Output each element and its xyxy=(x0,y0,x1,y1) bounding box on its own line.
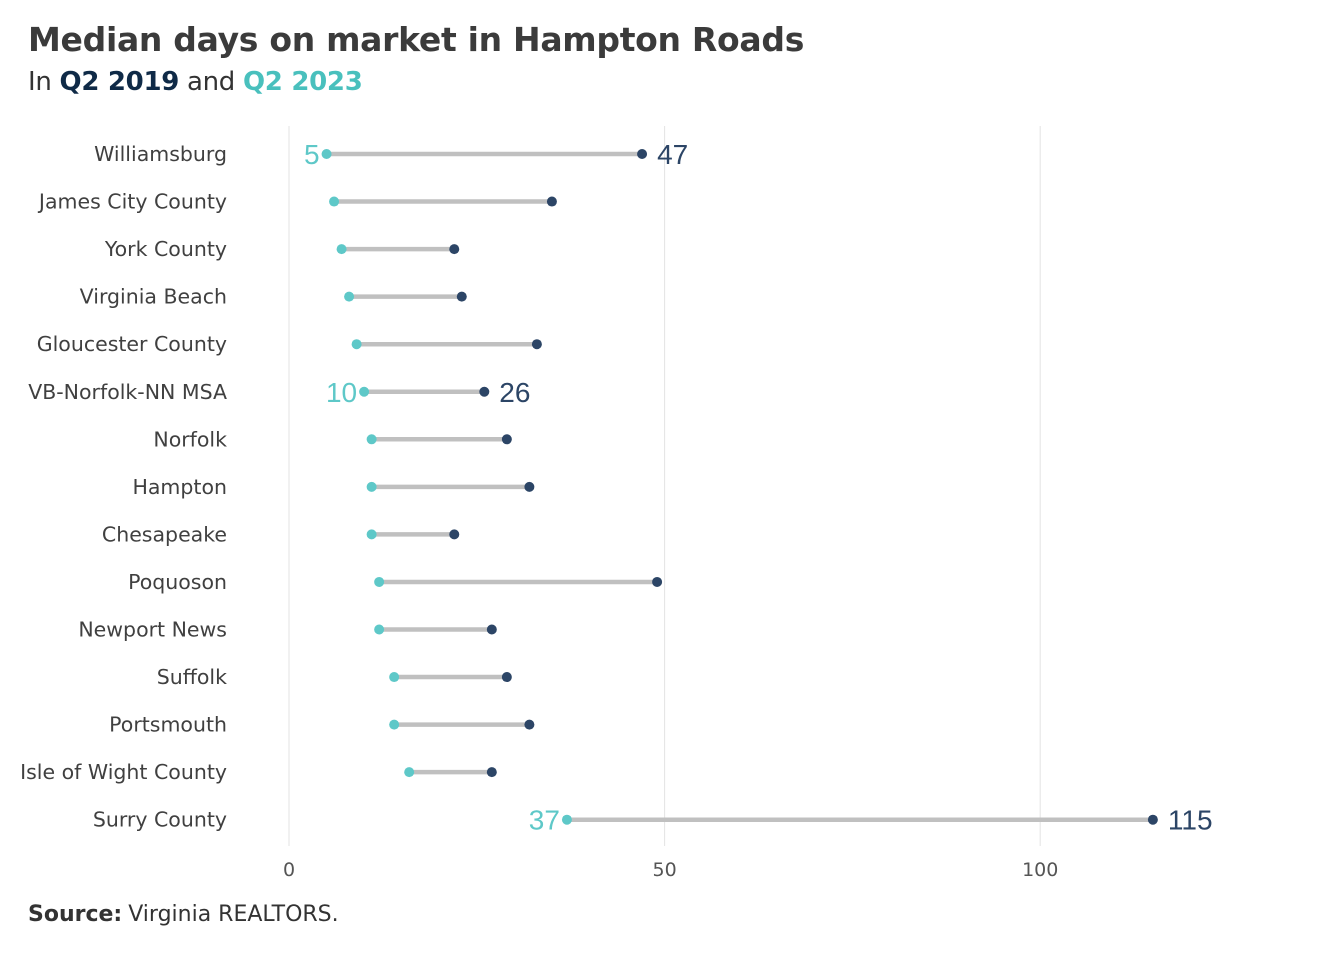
grid-layer xyxy=(288,126,1041,846)
category-label-york-county: York County xyxy=(104,237,227,261)
point-q2-2019-suffolk xyxy=(501,672,512,683)
point-q2-2023-isle-of-wight-county xyxy=(404,767,415,778)
point-q2-2023-portsmouth xyxy=(389,719,400,730)
x-tick-label-50: 50 xyxy=(653,859,677,881)
value-labels: 5 47 10 26 37 115 xyxy=(304,139,1213,836)
point-q2-2023-vb-norfolk-nn-msa xyxy=(359,386,370,397)
point-q2-2019-norfolk xyxy=(501,434,512,445)
chart-title: Median days on market in Hampton Roads xyxy=(28,20,805,59)
subtitle-series-2023: Q2 2023 xyxy=(242,67,363,97)
point-q2-2019-surry-county xyxy=(1147,814,1158,825)
source-text: Virginia REALTORS. xyxy=(128,902,339,927)
x-tick-label-100: 100 xyxy=(1022,859,1058,881)
category-label-virginia-beach: Virginia Beach xyxy=(80,285,227,309)
category-label-chesapeake: Chesapeake xyxy=(102,522,227,546)
category-label-newport-news: Newport News xyxy=(78,618,227,642)
category-label-vb-norfolk-nn-msa: VB-Norfolk-NN MSA xyxy=(28,380,227,404)
data-points xyxy=(321,149,1158,825)
point-q2-2023-suffolk xyxy=(389,672,400,683)
subtitle-prefix: In xyxy=(28,67,52,97)
category-labels: Williamsburg James City County York County… xyxy=(20,142,227,832)
connector-lines xyxy=(326,151,1153,822)
point-q2-2023-james-city-county xyxy=(329,196,340,207)
point-q2-2019-portsmouth xyxy=(524,719,535,730)
category-label-surry-county: Surry County xyxy=(93,808,227,832)
point-q2-2019-hampton xyxy=(524,481,535,492)
category-label-poquoson: Poquoson xyxy=(128,570,227,594)
category-label-gloucester-county: Gloucester County xyxy=(37,332,227,356)
point-q2-2019-gloucester-county xyxy=(531,339,542,350)
point-q2-2023-gloucester-county xyxy=(351,339,362,350)
point-q2-2019-chesapeake xyxy=(449,529,460,540)
x-axis-ticks: 0 50 100 xyxy=(283,859,1058,881)
category-label-james-city-county: James City County xyxy=(37,190,227,214)
dumbbell-chart: Williamsburg James City County York County… xyxy=(20,126,1213,881)
chart-subtitle: In Q2 2019 and Q2 2023 xyxy=(28,67,363,97)
point-q2-2023-virginia-beach xyxy=(344,291,355,302)
value-label-q2-2023-surry-county: 37 xyxy=(529,805,560,836)
value-label-q2-2023-vb-norfolk-nn-msa: 10 xyxy=(326,377,357,408)
point-q2-2019-williamsburg xyxy=(637,149,648,159)
point-q2-2023-newport-news xyxy=(374,624,385,635)
source-note: Source: Virginia REALTORS. xyxy=(28,902,339,927)
point-q2-2023-chesapeake xyxy=(366,529,377,540)
point-q2-2019-virginia-beach xyxy=(456,291,467,302)
point-q2-2019-vb-norfolk-nn-msa xyxy=(479,386,490,397)
point-q2-2023-poquoson xyxy=(374,576,385,587)
point-q2-2023-norfolk xyxy=(366,434,377,445)
value-label-q2-2019-williamsburg: 47 xyxy=(657,139,688,170)
value-label-q2-2023-williamsburg: 5 xyxy=(304,139,320,170)
point-q2-2023-williamsburg xyxy=(321,149,332,159)
point-q2-2019-isle-of-wight-county xyxy=(486,767,497,778)
point-q2-2019-york-county xyxy=(449,244,460,255)
category-label-isle-of-wight-county: Isle of Wight County xyxy=(20,760,227,784)
point-q2-2019-poquoson xyxy=(652,576,663,587)
x-tick-label-0: 0 xyxy=(283,859,295,881)
value-label-q2-2019-vb-norfolk-nn-msa: 26 xyxy=(499,377,530,408)
value-label-q2-2019-surry-county: 115 xyxy=(1168,805,1213,836)
point-q2-2019-james-city-county xyxy=(546,196,557,207)
category-label-portsmouth: Portsmouth xyxy=(109,713,227,737)
point-q2-2023-hampton xyxy=(366,481,377,492)
point-q2-2019-newport-news xyxy=(486,624,497,635)
category-label-williamsburg: Williamsburg xyxy=(94,142,227,166)
category-label-norfolk: Norfolk xyxy=(153,427,227,451)
subtitle-conjunction: and xyxy=(187,67,236,97)
source-label: Source: xyxy=(28,902,123,927)
subtitle-series-2019: Q2 2019 xyxy=(59,67,180,97)
category-label-suffolk: Suffolk xyxy=(157,665,227,689)
category-label-hampton: Hampton xyxy=(132,475,227,499)
point-q2-2023-york-county xyxy=(336,244,347,255)
point-q2-2023-surry-county xyxy=(561,814,572,825)
